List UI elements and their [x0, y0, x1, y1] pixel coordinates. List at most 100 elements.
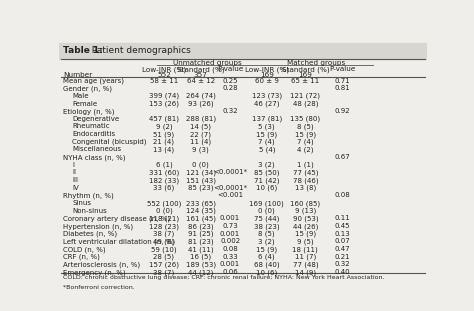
Text: 38 (23): 38 (23) [254, 223, 280, 230]
Text: 13 (8): 13 (8) [295, 185, 316, 191]
Text: 0.40: 0.40 [334, 269, 350, 275]
Text: Mean age (years): Mean age (years) [63, 77, 124, 84]
Text: 15 (9): 15 (9) [295, 231, 316, 237]
Text: 18 (11): 18 (11) [292, 246, 318, 253]
Text: 0.21: 0.21 [334, 254, 350, 260]
Text: 46 (27): 46 (27) [254, 100, 280, 107]
Text: 0.07: 0.07 [334, 239, 350, 244]
Text: 182 (33): 182 (33) [149, 177, 179, 183]
Text: Low-INR (%): Low-INR (%) [142, 66, 186, 72]
Text: 0.001: 0.001 [220, 216, 240, 221]
Text: 0.13: 0.13 [334, 231, 350, 237]
Text: 137 (81): 137 (81) [252, 116, 282, 122]
Text: 128 (23): 128 (23) [149, 223, 179, 230]
Text: NYHA class (n, %): NYHA class (n, %) [63, 154, 126, 161]
Text: Congenital (bicuspid): Congenital (bicuspid) [72, 139, 146, 145]
Text: 6 (1): 6 (1) [155, 162, 173, 168]
Text: 0.33: 0.33 [222, 254, 238, 260]
Text: P-value: P-value [329, 66, 356, 72]
Text: 59 (10): 59 (10) [151, 246, 177, 253]
Text: Arteriosclerosis (n, %): Arteriosclerosis (n, %) [63, 262, 140, 268]
Text: 0.08: 0.08 [222, 246, 238, 252]
Text: 0.06: 0.06 [222, 269, 238, 275]
Text: P-value: P-value [217, 66, 243, 72]
Text: 161 (45): 161 (45) [186, 216, 216, 222]
Text: Sinus: Sinus [72, 200, 91, 206]
Text: 0.08: 0.08 [334, 193, 350, 198]
Text: 64 ± 12: 64 ± 12 [187, 77, 215, 84]
Text: 78 (46): 78 (46) [292, 177, 318, 183]
Text: Male: Male [72, 93, 89, 99]
Text: Emergency (n, %): Emergency (n, %) [63, 269, 126, 276]
Text: 1 (1): 1 (1) [297, 162, 314, 168]
Text: Etiology (n, %): Etiology (n, %) [63, 108, 114, 115]
Text: 121 (72): 121 (72) [291, 93, 320, 99]
Text: 11 (4): 11 (4) [190, 139, 211, 145]
Text: 264 (74): 264 (74) [186, 93, 216, 99]
Text: 15 (9): 15 (9) [256, 131, 277, 138]
Text: *Bonferroni correction.: *Bonferroni correction. [63, 285, 135, 290]
Text: 0.001: 0.001 [220, 262, 240, 267]
Text: <0.0001*: <0.0001* [213, 185, 247, 191]
Text: 51 (9): 51 (9) [154, 131, 174, 138]
Text: 0.67: 0.67 [334, 154, 350, 160]
Text: 15 (9): 15 (9) [295, 131, 316, 138]
Text: 121 (34): 121 (34) [186, 169, 216, 176]
Text: 331 (60): 331 (60) [149, 169, 179, 176]
Text: COLD (n, %): COLD (n, %) [63, 246, 106, 253]
Text: Degenerative: Degenerative [72, 116, 119, 122]
Text: 7 (4): 7 (4) [297, 139, 314, 145]
Text: 58 ± 11: 58 ± 11 [150, 77, 178, 84]
Text: 169: 169 [299, 72, 312, 78]
Text: 41 (11): 41 (11) [188, 246, 213, 253]
Text: 169: 169 [260, 72, 274, 78]
Text: 16 (5): 16 (5) [190, 254, 211, 260]
Text: Rhythm (n, %): Rhythm (n, %) [63, 193, 114, 199]
Text: 44 (12): 44 (12) [188, 269, 213, 276]
Text: 10 (6): 10 (6) [256, 269, 277, 276]
Text: 0.73: 0.73 [222, 223, 238, 229]
Text: Hypertension (n, %): Hypertension (n, %) [63, 223, 133, 230]
Text: 65 ± 11: 65 ± 11 [291, 77, 319, 84]
Text: IV: IV [72, 185, 79, 191]
Text: <0.001: <0.001 [217, 193, 243, 198]
Text: 399 (74): 399 (74) [149, 93, 179, 99]
Text: 28 (5): 28 (5) [154, 254, 174, 260]
Text: 0.001: 0.001 [220, 231, 240, 237]
Text: III: III [72, 177, 78, 183]
Text: 13 (4): 13 (4) [154, 146, 174, 153]
Text: 60 ± 9: 60 ± 9 [255, 77, 279, 84]
Text: 44 (26): 44 (26) [292, 223, 318, 230]
Text: 49 (8): 49 (8) [154, 239, 174, 245]
Text: 71 (42): 71 (42) [254, 177, 280, 183]
Text: 135 (80): 135 (80) [290, 116, 320, 122]
Text: 15 (9): 15 (9) [256, 246, 277, 253]
Text: 93 (26): 93 (26) [188, 100, 213, 107]
Text: Diabetes (n, %): Diabetes (n, %) [63, 231, 117, 237]
Text: Patient demographics: Patient demographics [86, 46, 191, 55]
Text: 118 (21): 118 (21) [149, 216, 179, 222]
Text: Standard (%): Standard (%) [177, 66, 225, 72]
Text: 0.47: 0.47 [334, 246, 350, 252]
Text: Low-INR (%): Low-INR (%) [245, 66, 289, 72]
Text: 552: 552 [157, 72, 171, 78]
Text: 21 (4): 21 (4) [154, 139, 174, 145]
Text: 3 (2): 3 (2) [258, 239, 275, 245]
Text: 169 (100): 169 (100) [249, 200, 284, 207]
Text: 9 (5): 9 (5) [297, 239, 314, 245]
Text: 123 (73): 123 (73) [252, 93, 282, 99]
Text: Gender (n, %): Gender (n, %) [63, 85, 112, 92]
Text: 0.81: 0.81 [334, 85, 350, 91]
Text: 48 (28): 48 (28) [292, 100, 318, 107]
Text: 11 (7): 11 (7) [295, 254, 316, 260]
Text: 14 (5): 14 (5) [190, 123, 211, 130]
Text: 77 (45): 77 (45) [292, 169, 318, 176]
Text: 0.002: 0.002 [220, 239, 240, 244]
Text: 8 (5): 8 (5) [258, 231, 275, 237]
Text: 0.71: 0.71 [334, 77, 350, 84]
Text: 0 (0): 0 (0) [155, 208, 173, 214]
Text: 552 (100): 552 (100) [147, 200, 181, 207]
Text: 288 (81): 288 (81) [186, 116, 216, 122]
Text: Standard (%): Standard (%) [282, 66, 329, 72]
Text: Left ventricular dilatation (n, %): Left ventricular dilatation (n, %) [63, 239, 175, 245]
